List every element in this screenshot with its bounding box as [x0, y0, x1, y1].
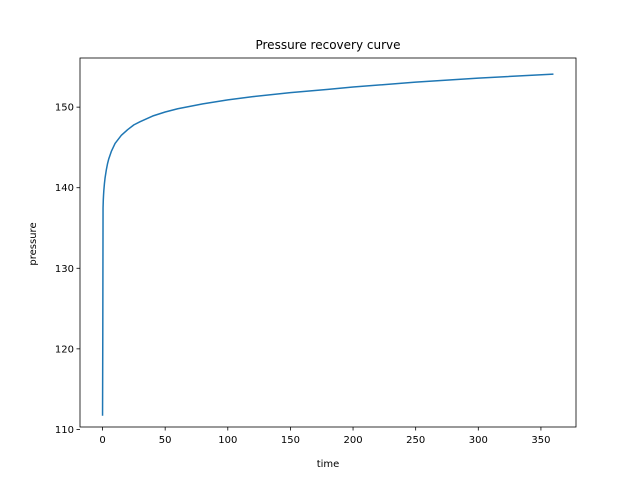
- series-line: [101, 73, 554, 416]
- x-tick-label: 0: [99, 435, 105, 446]
- chart-title: Pressure recovery curve: [255, 38, 400, 52]
- y-axis-label: pressure: [28, 222, 39, 265]
- y-tick-label: 120: [55, 344, 74, 355]
- x-tick-label: 250: [406, 435, 425, 446]
- y-tick-label: 140: [55, 183, 74, 194]
- x-tick-label: 100: [218, 435, 237, 446]
- x-tick-label: 200: [344, 435, 363, 446]
- y-tick-label: 110: [55, 425, 74, 436]
- y-tick-label: 130: [55, 264, 74, 275]
- axes-frame: [79, 57, 577, 428]
- x-tick-label: 300: [469, 435, 488, 446]
- plot-area: 0 50 100 150 200 250 300 350 110 120 130 140 150: [55, 57, 577, 446]
- x-tick-label: 150: [281, 435, 300, 446]
- y-tick-label: 150: [55, 103, 74, 114]
- x-tick-label: 350: [531, 435, 550, 446]
- x-axis-label: time: [317, 459, 340, 470]
- x-tick-label: 50: [159, 435, 172, 446]
